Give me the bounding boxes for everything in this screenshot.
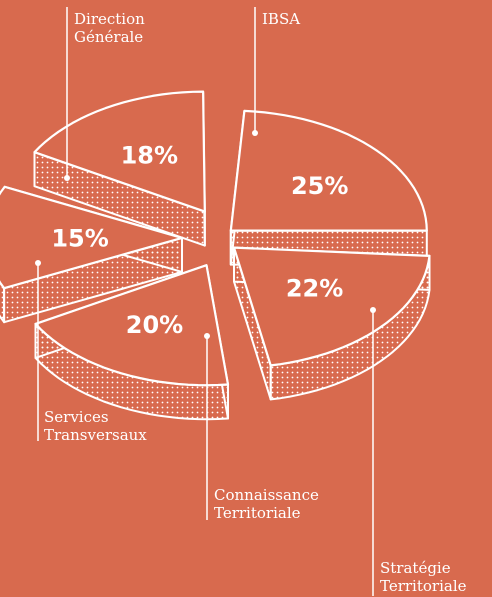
leader-dot bbox=[64, 175, 70, 181]
pie-slice-value-label: 20% bbox=[126, 311, 183, 339]
slice-category-label: Services Transversaux bbox=[44, 408, 147, 444]
pie-slice-value-label: 25% bbox=[291, 172, 348, 200]
pie-slice bbox=[34, 264, 230, 421]
leader-dot bbox=[204, 333, 210, 339]
pie-slice-value-label: 18% bbox=[121, 142, 178, 170]
leader-dot bbox=[35, 260, 41, 266]
slice-category-label: Direction Générale bbox=[74, 10, 145, 46]
pie-slice bbox=[0, 185, 184, 324]
slice-category-label: IBSA bbox=[262, 10, 300, 28]
leader-dot bbox=[252, 130, 258, 136]
slice-category-label: Stratégie Territoriale bbox=[380, 559, 467, 595]
pie-slice bbox=[33, 90, 206, 247]
pie-slice-value-label: 22% bbox=[286, 274, 343, 302]
slice-category-label: Connaissance Territoriale bbox=[214, 486, 319, 522]
pie-slice-value-label: 15% bbox=[51, 225, 108, 253]
leader-dot bbox=[370, 307, 376, 313]
pie-slice bbox=[232, 246, 431, 401]
